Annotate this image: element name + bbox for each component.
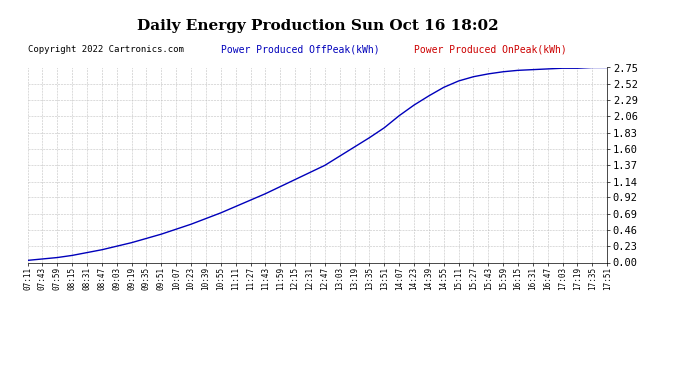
Text: Power Produced OnPeak(kWh): Power Produced OnPeak(kWh) bbox=[414, 45, 566, 55]
Text: Copyright 2022 Cartronics.com: Copyright 2022 Cartronics.com bbox=[28, 45, 184, 54]
Text: Daily Energy Production Sun Oct 16 18:02: Daily Energy Production Sun Oct 16 18:02 bbox=[137, 19, 498, 33]
Text: Power Produced OffPeak(kWh): Power Produced OffPeak(kWh) bbox=[221, 45, 380, 55]
